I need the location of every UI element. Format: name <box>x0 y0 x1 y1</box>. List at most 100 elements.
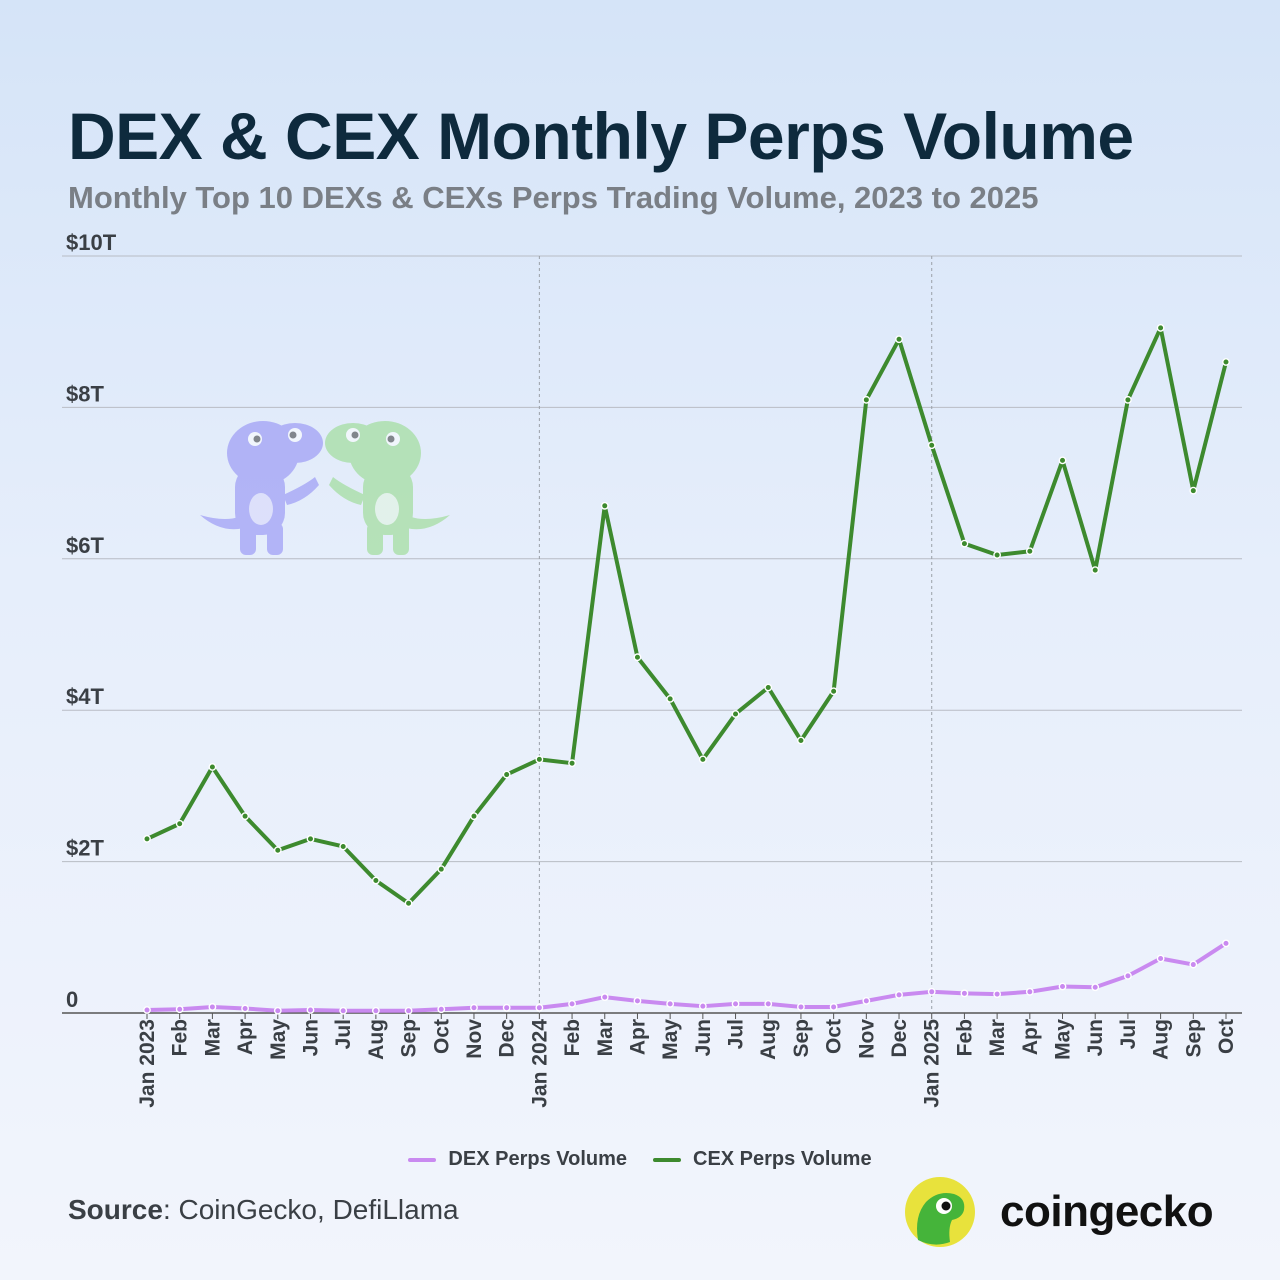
data-point-cex <box>829 687 838 696</box>
x-axis-ticks: Jan 2023 Feb Mar Apr May Jun Jul Aug Sep Oct Nov De… <box>136 1013 1238 1108</box>
data-point-dex <box>1091 983 1100 992</box>
data-point-cex <box>535 755 544 764</box>
chart-title: DEX & CEX Monthly Perps Volume <box>68 99 1134 173</box>
data-point-dex <box>633 996 642 1005</box>
x-tick-label: Apr <box>234 1019 257 1055</box>
x-tick-label: May <box>659 1019 682 1060</box>
legend-swatch-dex <box>408 1157 437 1162</box>
data-point-cex <box>633 653 642 662</box>
data-point-dex <box>698 1002 707 1011</box>
x-tick-label: Jan 2024 <box>528 1019 551 1108</box>
data-point-dex <box>862 996 871 1005</box>
data-point-cex <box>306 834 315 843</box>
data-point-cex <box>993 551 1002 559</box>
data-point-dex <box>666 1000 675 1008</box>
data-point-cex <box>666 694 675 703</box>
x-tick-label: Aug <box>1150 1019 1173 1060</box>
source-label: Source <box>68 1194 163 1225</box>
x-tick-label: Jul <box>332 1019 355 1049</box>
x-tick-label: Mar <box>594 1019 617 1056</box>
data-point-cex <box>1025 547 1034 556</box>
data-point-dex <box>600 993 609 1002</box>
gecko-mascots-illustration <box>200 421 450 555</box>
y-tick-label: $10T <box>66 230 117 255</box>
x-tick-label: Dec <box>496 1019 519 1058</box>
data-point-dex <box>797 1003 805 1011</box>
legend-label-cex: CEX Perps Volume <box>693 1148 872 1170</box>
data-point-cex <box>1222 358 1230 366</box>
data-point-cex <box>143 834 151 843</box>
data-point-dex <box>1189 960 1198 969</box>
data-point-cex <box>1124 395 1132 404</box>
data-point-dex <box>175 1005 184 1014</box>
x-tick-label: Oct <box>1215 1019 1238 1054</box>
series-line-cex <box>145 325 1228 906</box>
data-point-cex <box>568 759 576 768</box>
x-tick-label: Jun <box>692 1019 715 1056</box>
data-point-cex <box>1189 486 1198 495</box>
data-point-cex <box>241 812 249 821</box>
data-points <box>143 324 1230 1015</box>
data-point-cex <box>1156 324 1165 332</box>
data-point-cex <box>862 395 871 404</box>
data-point-cex <box>797 736 805 745</box>
data-point-cex <box>339 842 348 851</box>
data-point-dex <box>535 1003 544 1012</box>
x-tick-label: Mar <box>201 1019 224 1056</box>
data-point-dex <box>568 1000 576 1008</box>
data-point-cex <box>404 899 413 908</box>
data-point-cex <box>470 812 478 821</box>
data-point-dex <box>829 1003 838 1011</box>
y-tick-label: $6T <box>66 533 104 558</box>
data-point-cex <box>960 539 969 548</box>
x-tick-label: Nov <box>855 1019 878 1059</box>
data-point-cex <box>600 501 609 510</box>
data-point-dex <box>143 1006 151 1014</box>
gridlines <box>62 255 1242 1014</box>
data-point-dex <box>960 989 969 998</box>
x-tick-label: Jun <box>1084 1019 1107 1056</box>
data-point-dex <box>895 990 903 999</box>
brand: coingecko <box>904 1176 1214 1248</box>
x-tick-label: Sep <box>790 1019 813 1058</box>
x-tick-label: Mar <box>986 1019 1009 1056</box>
data-point-dex <box>1058 982 1067 991</box>
line-chart: 0 $2T $4T $6T $8T $10T Jan 2023 Feb Mar Apr May Ju… <box>62 230 1242 1108</box>
x-tick-label: Nov <box>463 1019 486 1059</box>
x-tick-label: Feb <box>561 1019 584 1056</box>
series-lines <box>145 325 1228 1013</box>
legend-item-cex: CEX Perps Volume <box>653 1148 872 1171</box>
data-point-cex <box>371 876 380 885</box>
data-point-cex <box>175 819 184 828</box>
x-tick-label: Apr <box>1019 1019 1042 1055</box>
x-tick-label: Sep <box>398 1019 421 1058</box>
data-point-cex <box>502 770 511 779</box>
x-tick-label: Feb <box>953 1019 976 1056</box>
x-tick-label: Sep <box>1182 1019 1205 1058</box>
legend-item-dex: DEX Perps Volume <box>408 1148 627 1171</box>
data-point-cex <box>273 846 282 855</box>
data-point-dex <box>273 1006 282 1015</box>
x-tick-label: Jan 2023 <box>136 1019 159 1108</box>
y-tick-label: 0 <box>66 987 78 1012</box>
data-point-dex <box>470 1003 478 1012</box>
x-tick-label: Apr <box>626 1019 649 1055</box>
x-tick-label: Oct <box>430 1019 453 1054</box>
data-point-dex <box>764 1000 773 1008</box>
y-tick-label: $2T <box>66 836 104 861</box>
y-tick-label: $4T <box>66 684 104 709</box>
data-point-dex <box>993 990 1002 998</box>
chart-subtitle: Monthly Top 10 DEXs & CEXs Perps Trading… <box>68 180 1039 215</box>
x-tick-label: Feb <box>169 1019 192 1056</box>
y-tick-label: $8T <box>66 381 104 406</box>
series-line-dex <box>145 941 1228 1013</box>
x-tick-label: Jul <box>725 1019 748 1049</box>
data-point-cex <box>437 865 446 874</box>
data-point-dex <box>339 1006 348 1015</box>
data-point-cex <box>1091 566 1100 575</box>
chart-legend: DEX Perps Volume CEX Perps Volume <box>0 1148 1280 1171</box>
x-tick-label: Aug <box>365 1019 388 1060</box>
data-point-cex <box>731 710 740 718</box>
x-tick-label: Aug <box>757 1019 780 1060</box>
x-tick-label: May <box>267 1019 290 1060</box>
